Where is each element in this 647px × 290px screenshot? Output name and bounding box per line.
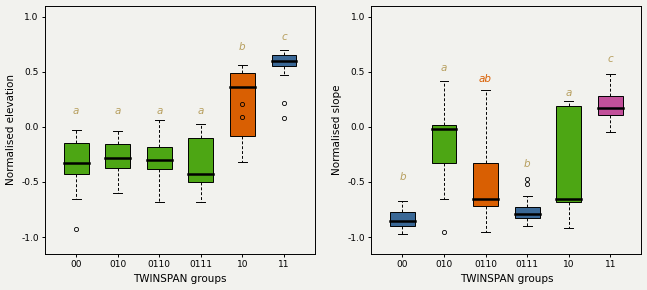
- X-axis label: TWINSPAN groups: TWINSPAN groups: [459, 274, 553, 284]
- Text: b: b: [524, 159, 531, 169]
- Bar: [473, 163, 498, 206]
- Bar: [188, 138, 214, 182]
- Text: b: b: [399, 172, 406, 182]
- Bar: [598, 96, 623, 115]
- Text: a: a: [441, 63, 447, 73]
- Text: c: c: [608, 54, 613, 64]
- X-axis label: TWINSPAN groups: TWINSPAN groups: [133, 274, 227, 284]
- Bar: [147, 147, 171, 169]
- Text: a: a: [73, 106, 80, 116]
- Bar: [63, 143, 89, 174]
- Bar: [556, 106, 581, 202]
- Text: a: a: [565, 88, 572, 98]
- Text: a: a: [198, 106, 204, 116]
- Text: b: b: [239, 42, 246, 52]
- Bar: [390, 212, 415, 226]
- Bar: [272, 55, 296, 66]
- Text: a: a: [156, 106, 162, 116]
- Y-axis label: Normalised elevation: Normalised elevation: [6, 74, 16, 185]
- Text: c: c: [281, 32, 287, 42]
- Y-axis label: Normalised slope: Normalised slope: [332, 84, 342, 175]
- Text: a: a: [115, 106, 121, 116]
- Bar: [105, 144, 130, 168]
- Bar: [514, 207, 540, 218]
- Bar: [230, 73, 255, 136]
- Text: ab: ab: [479, 74, 492, 84]
- Bar: [432, 125, 457, 163]
